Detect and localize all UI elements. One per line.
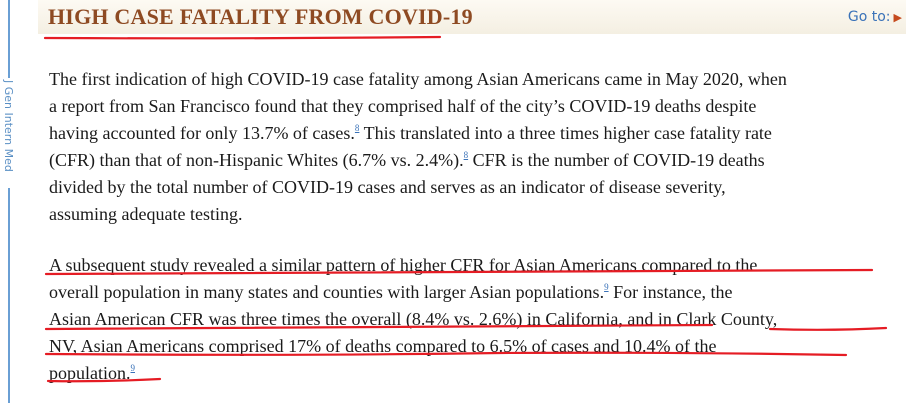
text-line: overall population in many states and co… (49, 279, 909, 306)
go-to-link[interactable]: Go to: ▶ (848, 9, 902, 25)
journal-name: J Gen Intern Med (2, 80, 15, 172)
section-title: HIGH CASE FATALITY FROM COVID-19 (48, 4, 473, 29)
triangle-right-icon: ▶ (893, 10, 902, 24)
text-line: having accounted for only 13.7% of cases… (49, 120, 909, 147)
text-fragment: CFR is the number of COVID-19 deaths (468, 150, 765, 170)
title-underline (43, 35, 442, 40)
paragraph-2: A subsequent study revealed a similar pa… (49, 252, 909, 387)
text-line: Asian American CFR was three times the o… (49, 309, 778, 329)
reference-link[interactable]: 9 (604, 282, 609, 292)
text-fragment: (CFR) than that of non-Hispanic Whites (… (49, 150, 464, 170)
text-line: assuming adequate testing. (49, 204, 243, 224)
text-line: NV, Asian Americans comprised 17% of dea… (49, 336, 717, 356)
section-header (38, 0, 906, 34)
reference-link[interactable]: 8 (463, 150, 469, 160)
go-to-label: Go to: (847, 9, 891, 25)
paragraph-1: The first indication of high COVID-19 ca… (49, 66, 909, 228)
journal-sidebar-label[interactable]: J Gen Intern Med (0, 78, 18, 188)
text-fragment: For instance, the (608, 282, 733, 302)
text-line: a report from San Francisco found that t… (49, 96, 757, 116)
text-fragment: overall population in many states and co… (49, 282, 605, 302)
text-line: The first indication of high COVID-19 ca… (49, 69, 787, 89)
text-line: (CFR) than that of non-Hispanic Whites (… (49, 147, 909, 174)
reference-link[interactable]: 8 (354, 123, 360, 133)
text-line: population.9 (49, 360, 909, 387)
reference-link[interactable]: 9 (130, 363, 136, 373)
text-fragment: population. (49, 363, 131, 383)
text-fragment: having accounted for only 13.7% of cases… (49, 123, 355, 143)
sidebar-rule (8, 0, 10, 403)
text-line: divided by the total number of COVID-19 … (49, 177, 726, 197)
text-fragment: This translated into a three times highe… (359, 123, 772, 143)
text-line: A subsequent study revealed a similar pa… (49, 255, 758, 275)
